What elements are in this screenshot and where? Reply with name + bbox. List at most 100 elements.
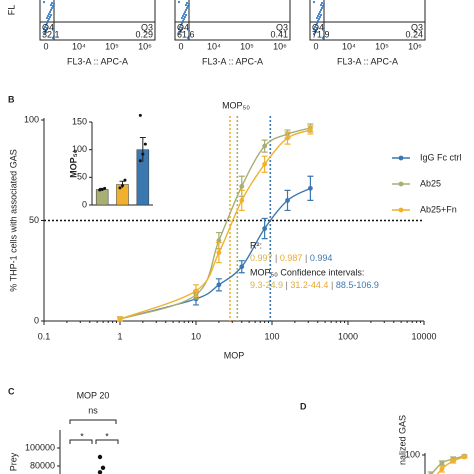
flow-x-tick-label: 0 — [178, 41, 183, 51]
data-point — [439, 460, 445, 466]
legend-label: Ab25 — [420, 178, 441, 188]
flow-x-tick-label: 10⁵ — [375, 41, 389, 51]
event-dot — [184, 3, 188, 7]
event-dot — [319, 13, 323, 17]
event-dot — [50, 1, 54, 5]
mop50-label: MOP₅₀ — [222, 100, 250, 110]
bracket — [69, 439, 119, 444]
legend-marker — [398, 155, 404, 161]
series-line — [430, 455, 465, 474]
replicate-dot — [123, 178, 127, 182]
y-tick-label: 0 — [34, 315, 39, 325]
data-point — [461, 454, 467, 460]
replicate-dot — [138, 113, 142, 117]
event-dot — [45, 21, 49, 25]
x-tick-label: 1 — [117, 331, 122, 341]
event-dot — [180, 16, 184, 20]
event-dot — [50, 6, 54, 10]
annotation-separator: | — [305, 253, 307, 263]
event-dot — [315, 21, 319, 25]
event-dot — [321, 4, 325, 8]
annotation-value: 0.987 — [280, 253, 303, 263]
annotation-values: 9.3-24.9 | 31.2-44.4 | 88.5-106.9 — [250, 280, 379, 290]
y-axis-label: MOP₅₀ — [68, 149, 78, 178]
event-dot — [316, 19, 320, 23]
event-dot — [187, 2, 191, 6]
y-axis-label: % THP-1 cells with associated GAS — [8, 149, 18, 291]
error-bar — [139, 136, 146, 162]
y-tick-label: 100000 — [25, 442, 55, 452]
event-dot — [45, 26, 49, 30]
event-dot — [52, 29, 56, 33]
replicate-dot — [121, 184, 124, 188]
data-point — [97, 454, 103, 460]
event-dot — [46, 19, 50, 23]
annotation-label: R²: — [250, 240, 262, 250]
y-axis-label: Prey — [8, 452, 18, 471]
y-tick-label: 100 — [72, 144, 87, 154]
event-dot — [52, 34, 56, 38]
legend-marker — [398, 181, 404, 187]
event-dot — [187, 34, 191, 38]
event-dot — [42, 32, 46, 36]
event-dot — [49, 8, 53, 12]
annotation-value: 9.3-24.9 — [250, 280, 283, 290]
flow-x-label: FL3-A :: APC-A — [67, 56, 128, 66]
event-dot — [49, 13, 53, 17]
data-point — [439, 466, 445, 472]
x-tick-label: 1000 — [338, 331, 358, 341]
quadrant-label: Q4 — [42, 22, 54, 32]
data-point — [285, 135, 290, 141]
annotation-values: 0.997 | 0.987 | 0.994 — [250, 253, 332, 263]
flow-x-tick-label: 0 — [313, 41, 318, 51]
event-dot — [319, 8, 323, 12]
data-point — [285, 198, 290, 203]
data-point — [216, 238, 222, 244]
event-dot — [317, 12, 321, 16]
event-dot — [184, 13, 188, 17]
data-point — [307, 127, 313, 133]
annotation-value: 31.2-44.4 — [290, 280, 328, 290]
event-dot — [46, 14, 50, 18]
data-point — [262, 226, 268, 231]
replicate-dot — [143, 142, 147, 146]
event-dot — [45, 16, 49, 20]
data-point — [239, 183, 245, 189]
replicate-dot — [118, 186, 122, 190]
event-dot — [43, 25, 47, 29]
data-point — [100, 465, 106, 470]
event-dot — [51, 4, 55, 8]
event-dot — [313, 25, 317, 29]
x-tick-label: 10 — [191, 331, 201, 341]
event-dot — [315, 26, 319, 30]
flow-y-label: FL — [6, 5, 16, 16]
event-dot — [315, 16, 319, 20]
event-dot — [183, 15, 187, 19]
event-dot — [178, 25, 182, 29]
event-dot — [322, 2, 326, 6]
data-point — [307, 185, 313, 191]
annotation-value: 0.997 — [250, 253, 273, 263]
event-dot — [52, 2, 56, 6]
event-dot — [312, 32, 316, 36]
event-dot — [322, 34, 326, 38]
event-dot — [322, 29, 326, 33]
legend-label: IgG Fc ctrl — [420, 152, 462, 162]
event-dot — [47, 12, 51, 16]
flow-plot-frame — [309, 0, 426, 41]
event-dot — [178, 30, 182, 34]
x-tick-label: 0.1 — [38, 331, 51, 341]
event-dot — [44, 23, 48, 27]
event-dot — [314, 23, 318, 27]
flow-x-tick-label: 10⁵ — [240, 41, 254, 51]
event-dot — [318, 10, 322, 14]
event-dot — [186, 36, 190, 40]
event-dot — [177, 32, 181, 36]
annotation-label: MOP₅₀ Confidence intervals: — [250, 267, 364, 277]
event-dot — [42, 27, 46, 31]
quadrant-label: Q3 — [141, 22, 153, 32]
quadrant-label: Q4 — [312, 22, 324, 32]
flow-x-label: FL3-A :: APC-A — [337, 56, 398, 66]
